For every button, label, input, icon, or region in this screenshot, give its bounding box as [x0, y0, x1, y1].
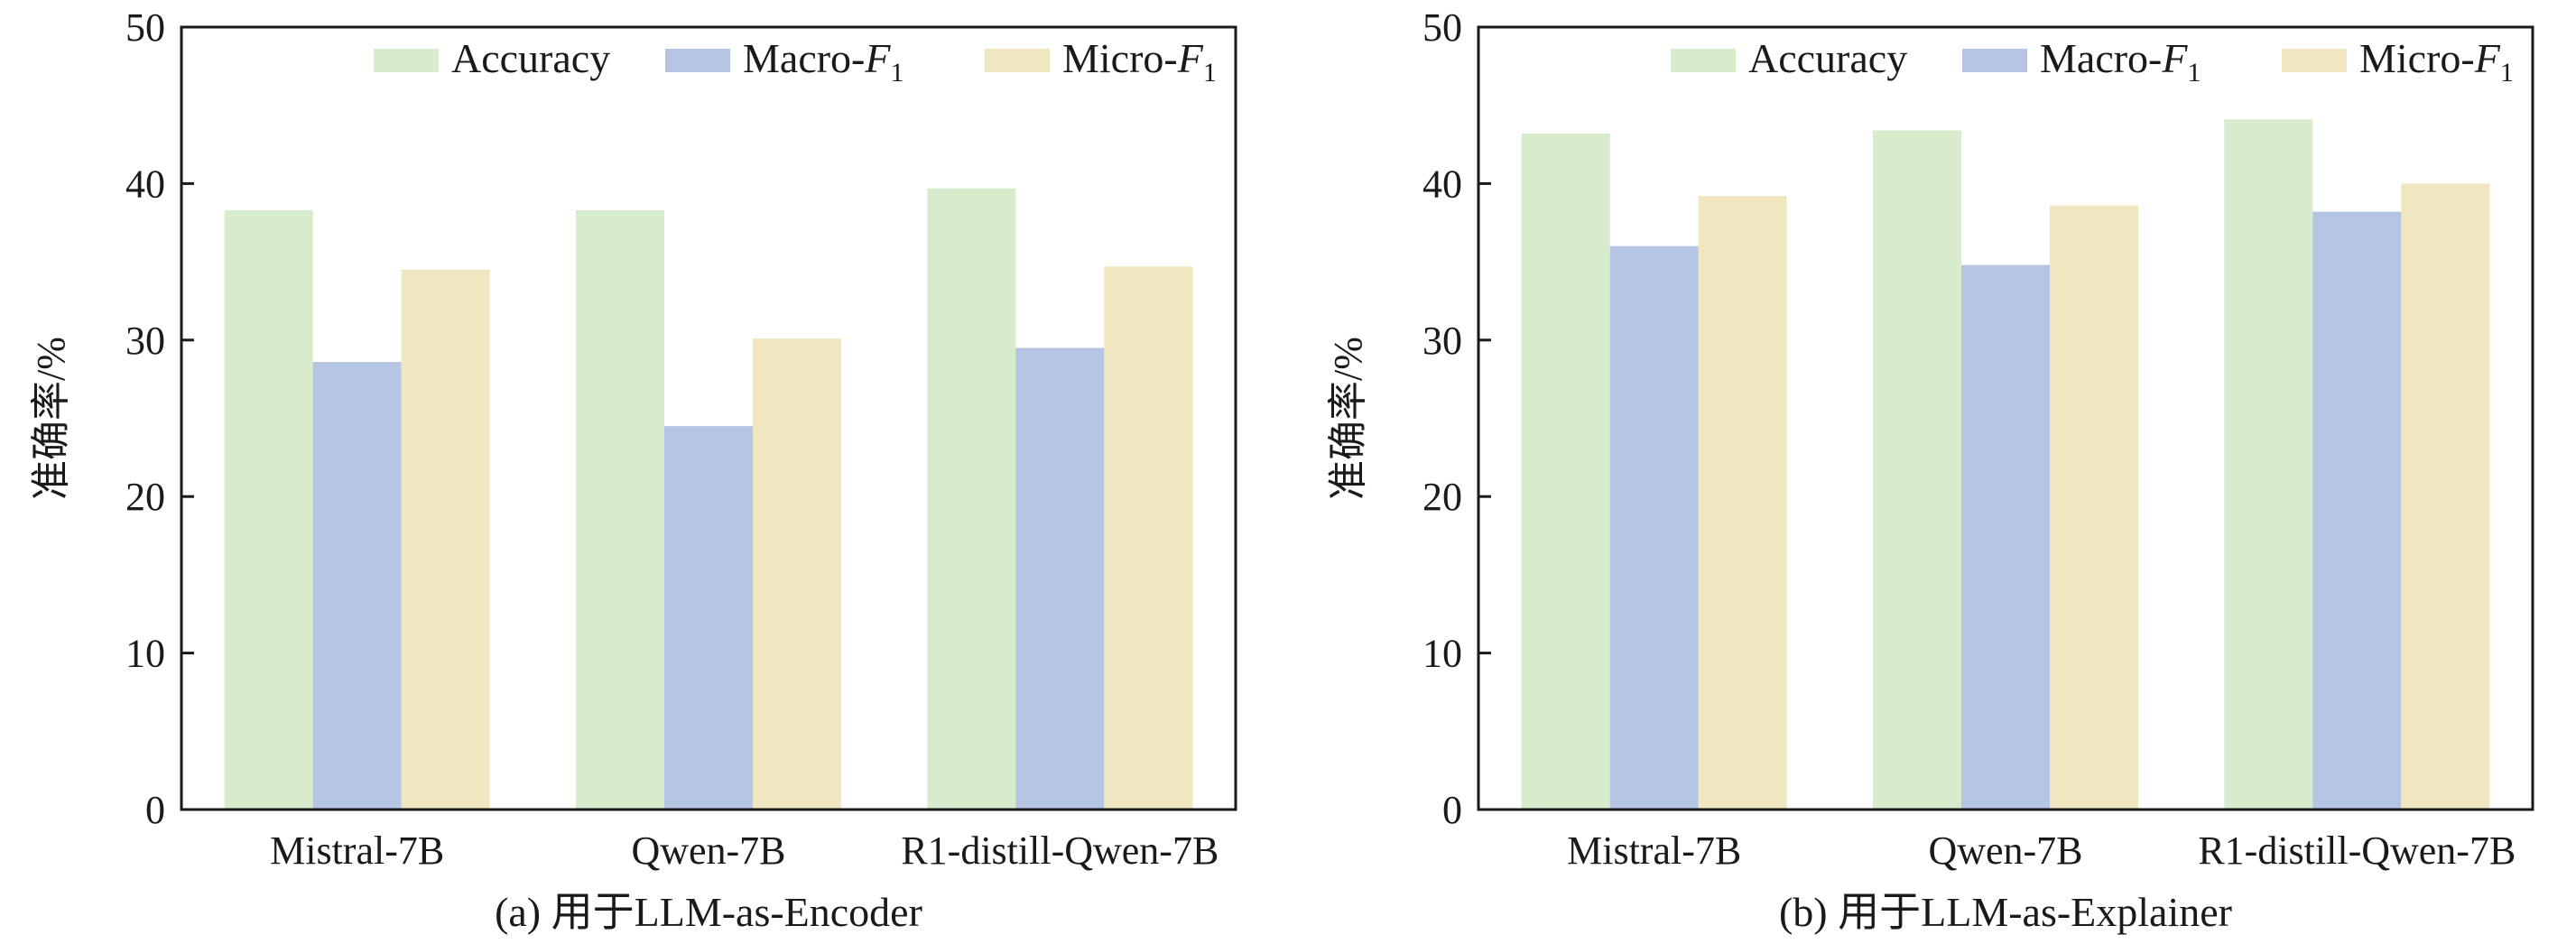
legend-swatch — [985, 49, 1050, 72]
y-tick-label: 40 — [1422, 162, 1462, 206]
bar-macro-f1-1 — [1961, 264, 2050, 810]
plot-frame — [1477, 25, 2534, 811]
bar-micro-f1-2 — [2401, 183, 2490, 810]
bar-macro-f1-2 — [2312, 211, 2402, 810]
y-tick-label: 10 — [1422, 632, 1462, 676]
bar-accuracy-1 — [1873, 130, 1961, 810]
bar-macro-f1-0 — [312, 362, 402, 810]
legend-label: Micro-F1 — [1062, 35, 1217, 88]
y-tick-label: 50 — [1422, 5, 1462, 50]
bar-accuracy-2 — [927, 188, 1016, 810]
legend-label: Macro-F1 — [743, 35, 903, 88]
bar-accuracy-0 — [1521, 133, 1610, 810]
legend-label: Macro-F1 — [2040, 35, 2201, 88]
panel-caption: (b) 用于LLM-as-Explainer — [1779, 889, 2232, 935]
chart-panel-a: Mistral-7B Qwen-7B R1-distill-Qwen-7B 0 10 20… — [29, 5, 1237, 935]
legend-swatch — [1671, 49, 1736, 72]
bar-accuracy-0 — [224, 209, 313, 810]
y-axis-label: 准确率/% — [29, 337, 73, 500]
legend-swatch — [374, 49, 439, 72]
plot-frame — [180, 25, 1237, 811]
y-tick-label: 20 — [125, 475, 165, 519]
bar-macro-f1-2 — [1015, 347, 1105, 810]
chart-panel-b: Mistral-7B Qwen-7B R1-distill-Qwen-7B 0 10 20… — [1326, 5, 2534, 935]
legend-swatch — [1962, 49, 2027, 72]
legend-item-micro-f1: Micro-F1 — [2282, 35, 2514, 88]
legend-item-accuracy: Accuracy — [1671, 35, 1907, 81]
legend-item-macro-f1: Macro-F1 — [1962, 35, 2201, 88]
bar-micro-f1-0 — [401, 269, 490, 810]
bar-macro-f1-1 — [664, 426, 753, 810]
x-tick-label: Qwen-7B — [1928, 828, 2082, 873]
y-tick-label: 0 — [145, 788, 165, 832]
legend-swatch — [665, 49, 730, 72]
bar-accuracy-2 — [2224, 119, 2313, 810]
y-tick-label: 10 — [125, 632, 165, 676]
panel-caption: (a) 用于LLM-as-Encoder — [495, 889, 922, 935]
legend-label: Accuracy — [451, 35, 610, 81]
y-tick-label: 20 — [1422, 475, 1462, 519]
y-tick-label: 30 — [1422, 319, 1462, 363]
y-axis-label: 准确率/% — [1326, 337, 1370, 500]
legend-label: Micro-F1 — [2359, 35, 2514, 88]
y-tick-label: 30 — [125, 319, 165, 363]
x-tick-label: Mistral-7B — [1567, 828, 1741, 873]
bar-micro-f1-0 — [1698, 196, 1787, 810]
legend-label: Accuracy — [1748, 35, 1907, 81]
x-tick-label: Qwen-7B — [631, 828, 785, 873]
y-tick-label: 40 — [125, 162, 165, 206]
legend-item-micro-f1: Micro-F1 — [985, 35, 1217, 88]
legend-item-macro-f1: Macro-F1 — [665, 35, 903, 88]
y-tick-label: 50 — [125, 5, 165, 50]
legend-swatch — [2282, 49, 2347, 72]
legend-item-accuracy: Accuracy — [374, 35, 610, 81]
x-tick-label: R1-distill-Qwen-7B — [901, 828, 1219, 873]
bar-micro-f1-1 — [753, 338, 841, 810]
x-tick-label: Mistral-7B — [270, 828, 444, 873]
bar-micro-f1-2 — [1104, 266, 1193, 810]
x-tick-label: R1-distill-Qwen-7B — [2198, 828, 2516, 873]
y-tick-label: 0 — [1442, 788, 1462, 832]
bar-micro-f1-1 — [2050, 205, 2138, 810]
bar-accuracy-1 — [576, 209, 664, 810]
bar-macro-f1-0 — [1609, 245, 1699, 810]
